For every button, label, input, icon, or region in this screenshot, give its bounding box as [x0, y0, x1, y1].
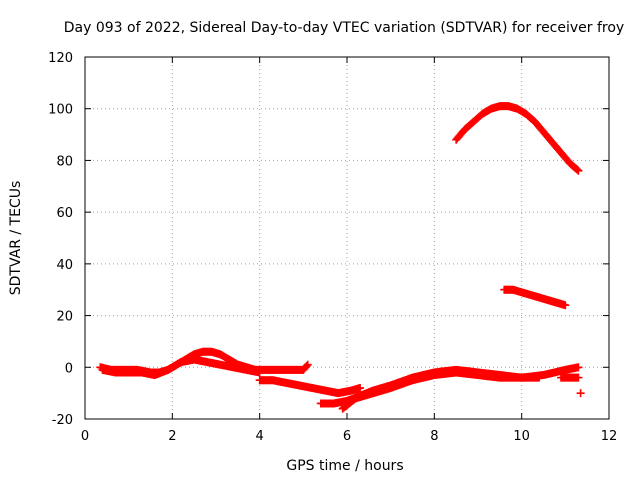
data-point	[573, 165, 582, 174]
x-tick-label: 4	[256, 429, 264, 444]
data-series	[452, 102, 583, 175]
axis-ticks: 0 2 4 6 8 10 12 -20 0 20 40 60 80 100 120	[48, 51, 617, 444]
y-tick-label: 60	[56, 206, 73, 221]
data-point	[574, 373, 583, 382]
y-tick-label: 40	[56, 258, 73, 273]
data-point	[302, 361, 311, 370]
y-tick-label: 80	[56, 154, 73, 169]
chart-title: Day 093 of 2022, Sidereal Day-to-day VTE…	[64, 20, 624, 36]
data-point	[561, 301, 570, 310]
data-series	[556, 373, 583, 382]
grid-lines	[85, 57, 609, 419]
data-series	[500, 285, 570, 310]
y-tick-label: 0	[65, 361, 73, 376]
data-series	[98, 355, 264, 380]
x-tick-label: 8	[430, 429, 438, 444]
y-tick-label: 20	[56, 310, 73, 325]
x-tick-label: 0	[81, 429, 89, 444]
data-point	[574, 166, 583, 175]
data-point	[535, 373, 544, 382]
y-axis-label: SDTVAR / TECUs	[8, 181, 24, 296]
data-point	[303, 360, 312, 369]
x-tick-label: 2	[168, 429, 176, 444]
x-tick-label: 10	[513, 429, 530, 444]
data-point	[576, 389, 585, 398]
data-point	[356, 383, 365, 392]
data-series	[338, 368, 544, 413]
data-point	[255, 368, 264, 377]
plot-frame	[84, 56, 610, 420]
y-tick-label: 120	[48, 51, 73, 66]
x-axis-label: GPS time / hours	[286, 458, 403, 474]
data-point	[574, 363, 583, 372]
y-tick-label: -20	[52, 413, 73, 428]
data-points	[96, 102, 585, 413]
x-tick-label: 6	[343, 429, 351, 444]
x-tick-label: 12	[601, 429, 618, 444]
y-tick-label: 100	[48, 103, 73, 118]
data-series	[255, 376, 365, 398]
data-series	[576, 389, 585, 398]
